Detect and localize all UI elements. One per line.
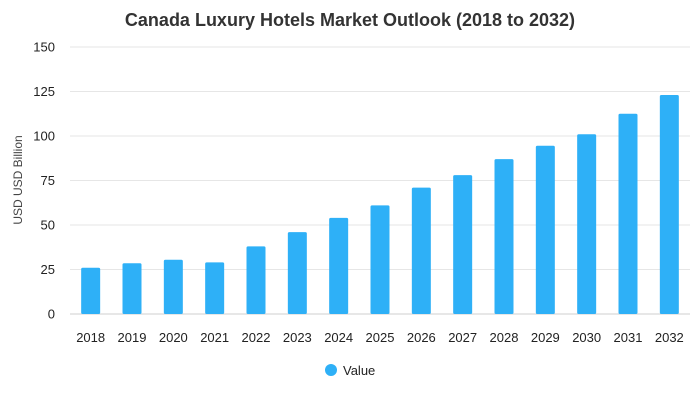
bar-2020 (163, 259, 183, 314)
bar-2029 (535, 145, 555, 314)
x-tick-label: 2019 (118, 330, 147, 345)
bar-2018 (81, 267, 101, 314)
legend-label-value: Value (343, 363, 375, 378)
bar-2019 (122, 263, 142, 314)
y-tick-label: 50 (41, 218, 55, 233)
y-tick-label: 75 (41, 173, 55, 188)
x-tick-label: 2022 (242, 330, 271, 345)
y-tick-label: 150 (33, 40, 55, 55)
bar-2022 (246, 246, 266, 314)
y-tick-label: 0 (48, 307, 55, 322)
x-tick-label: 2028 (490, 330, 519, 345)
legend-marker-value (325, 364, 337, 376)
x-tick-label: 2026 (407, 330, 436, 345)
legend: Value (325, 363, 375, 378)
bar-2031 (618, 113, 638, 314)
y-tick-label: 25 (41, 262, 55, 277)
bars (81, 95, 679, 314)
x-tick-label: 2025 (366, 330, 395, 345)
bar-2030 (577, 134, 597, 314)
y-tick-label: 125 (33, 84, 55, 99)
x-tick-label: 2024 (324, 330, 353, 345)
x-tick-label: 2027 (448, 330, 477, 345)
x-tick-label: 2021 (200, 330, 229, 345)
bar-2025 (370, 205, 390, 314)
x-tick-label: 2023 (283, 330, 312, 345)
bar-2024 (329, 217, 349, 314)
x-tick-label: 2020 (159, 330, 188, 345)
y-tick-label: 100 (33, 129, 55, 144)
bar-2021 (205, 262, 225, 314)
x-tick-label: 2032 (655, 330, 684, 345)
y-axis-ticks: 0 25 50 75 100 125 150 (33, 40, 55, 322)
x-tick-label: 2018 (76, 330, 105, 345)
x-tick-label: 2031 (614, 330, 643, 345)
x-tick-label: 2029 (531, 330, 560, 345)
bar-2027 (453, 175, 473, 314)
chart-title: Canada Luxury Hotels Market Outlook (201… (125, 10, 575, 30)
x-tick-label: 2030 (572, 330, 601, 345)
bar-2032 (659, 95, 679, 314)
bar-2028 (494, 159, 514, 314)
bar-2026 (411, 187, 431, 314)
x-axis-ticks: 2018 2019 2020 2021 2022 2023 2024 2025 2026 2027… (76, 330, 684, 345)
y-axis-label: USD USD Billion (11, 135, 25, 224)
bar-2023 (287, 232, 307, 314)
